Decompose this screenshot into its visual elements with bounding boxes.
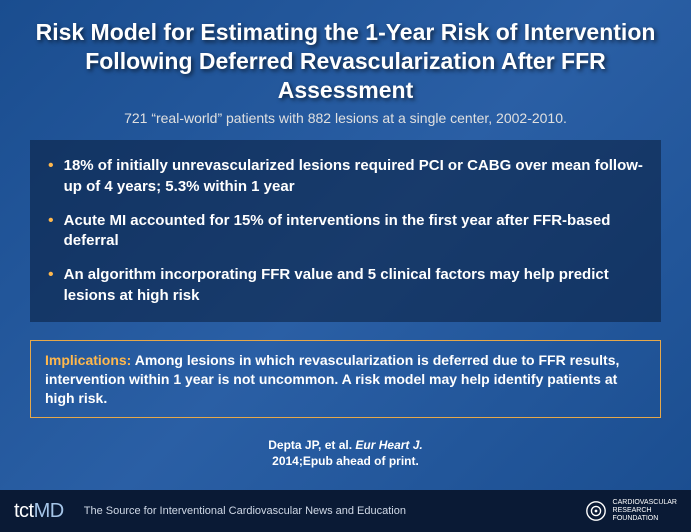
citation-year: 2014;Epub ahead of print. <box>272 454 419 468</box>
logo-tct-text: tct <box>14 500 34 522</box>
bullet-text: 18% of initially unrevascularized lesion… <box>64 156 643 197</box>
implications-label: Implications: <box>45 352 131 368</box>
crf-icon <box>585 500 607 522</box>
crf-text: CARDIOVASCULAR RESEARCH FOUNDATION <box>613 499 677 522</box>
crf-logo: CARDIOVASCULAR RESEARCH FOUNDATION <box>585 499 677 522</box>
bullet-item: • Acute MI accounted for 15% of interven… <box>48 211 643 252</box>
bullet-text: Acute MI accounted for 15% of interventi… <box>64 211 643 252</box>
bullet-icon: • <box>48 211 54 232</box>
crf-line2: RESEARCH <box>613 507 677 515</box>
crf-line3: FOUNDATION <box>613 515 677 523</box>
slide-container: Risk Model for Estimating the 1-Year Ris… <box>0 0 691 532</box>
bullet-item: • An algorithm incorporating FFR value a… <box>48 265 643 306</box>
footer-tagline: The Source for Interventional Cardiovasc… <box>84 505 585 517</box>
bullets-box: • 18% of initially unrevascularized lesi… <box>30 140 661 322</box>
bullet-item: • 18% of initially unrevascularized lesi… <box>48 156 643 197</box>
crf-line1: CARDIOVASCULAR <box>613 499 677 507</box>
footer-bar: tctMD The Source for Interventional Card… <box>0 490 691 532</box>
tctmd-logo: tctMD <box>14 500 64 523</box>
logo-md-text: MD <box>34 500 64 522</box>
citation: Depta JP, et al. Eur Heart J. 2014;Epub … <box>30 438 661 469</box>
bullet-icon: • <box>48 156 54 177</box>
slide-subtitle: 721 “real-world” patients with 882 lesio… <box>30 110 661 126</box>
slide-title: Risk Model for Estimating the 1-Year Ris… <box>30 18 661 104</box>
bullet-icon: • <box>48 265 54 286</box>
bullet-text: An algorithm incorporating FFR value and… <box>64 265 643 306</box>
implications-box: Implications: Among lesions in which rev… <box>30 340 661 419</box>
implications-text: Implications: Among lesions in which rev… <box>45 351 646 408</box>
citation-author: Depta JP, et al. <box>268 438 355 452</box>
citation-journal: Eur Heart J. <box>355 438 422 452</box>
implications-body: Among lesions in which revascularization… <box>45 352 619 406</box>
